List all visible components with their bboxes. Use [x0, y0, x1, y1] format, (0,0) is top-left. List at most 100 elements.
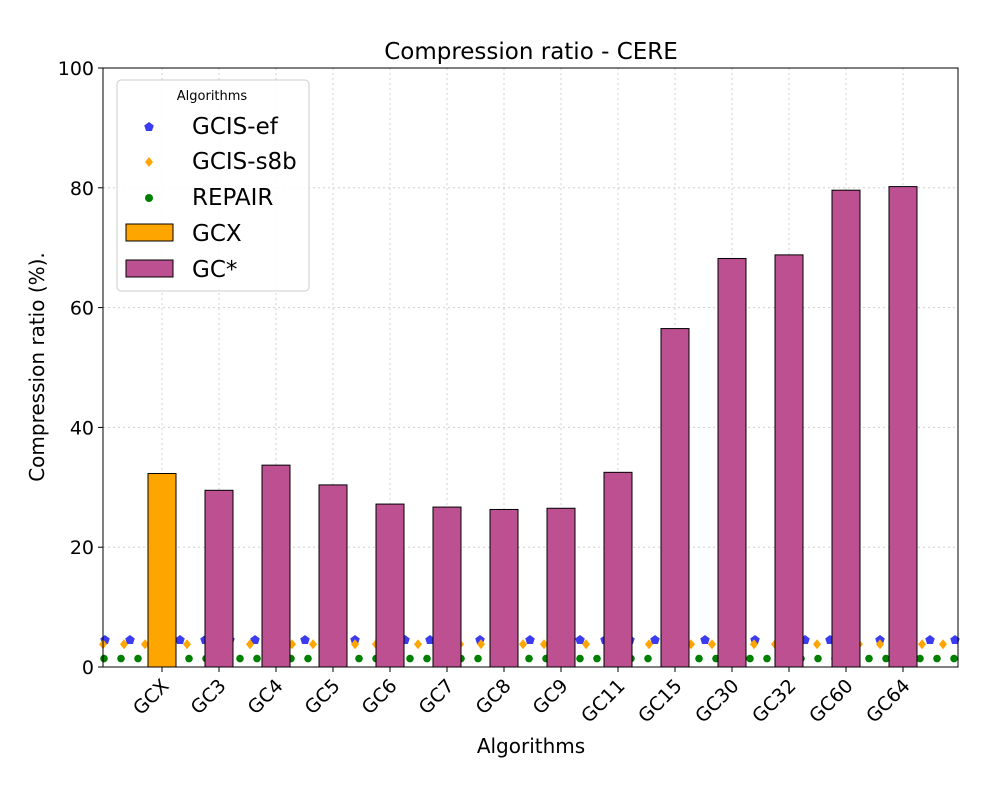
- marker-gcis-s8b: [120, 639, 128, 650]
- legend-label-gcis-ef: GCIS-ef: [192, 114, 279, 140]
- x-tick-label: GC11: [577, 675, 629, 727]
- marker-gcis-s8b: [183, 639, 191, 650]
- marker-gcis-ef: [300, 635, 310, 645]
- marker-repair: [236, 654, 244, 663]
- x-tick-label: GC32: [748, 675, 800, 727]
- y-tick-label: 80: [70, 178, 94, 200]
- legend-swatch-gc-star: [125, 259, 174, 278]
- bar-gcx: [147, 473, 177, 668]
- marker-gcis-s8b: [876, 639, 884, 650]
- y-tick-label: 60: [70, 298, 94, 320]
- marker-gcis-s8b: [918, 639, 926, 650]
- bar-gc5: [318, 484, 348, 668]
- legend-label-gcx: GCX: [192, 221, 242, 247]
- marker-gcis-ef: [925, 635, 935, 645]
- bar-gc60: [831, 189, 861, 668]
- x-tick-label: GC15: [634, 675, 686, 727]
- chart-title: Compression ratio - CERE: [384, 39, 678, 65]
- bar-gc32: [774, 254, 804, 668]
- y-axis-title: Compression ratio (%).: [25, 252, 49, 482]
- marker-gcis-s8b: [246, 639, 254, 650]
- marker-gcis-ef: [700, 635, 710, 645]
- marker-repair: [423, 654, 431, 663]
- marker-gcis-s8b: [813, 639, 821, 650]
- marker-repair: [950, 654, 958, 663]
- marker-gcis-ef: [250, 635, 260, 645]
- y-axis-ticks: 0 20 40 60 80 100: [58, 58, 103, 679]
- bar-gc8: [489, 508, 519, 668]
- legend-marker-gcis-s8b: [145, 157, 153, 167]
- marker-repair: [644, 654, 652, 663]
- marker-gcis-s8b: [351, 639, 359, 650]
- bar-gc64: [888, 186, 918, 668]
- x-tick-label: GC64: [862, 675, 914, 727]
- marker-gcis-s8b: [141, 639, 149, 650]
- x-tick-label: GC8: [472, 675, 516, 719]
- marker-gcis-ef: [950, 635, 960, 645]
- x-tick-label: GC30: [691, 675, 743, 727]
- marker-gcis-s8b: [477, 639, 485, 650]
- marker-repair: [882, 654, 890, 663]
- marker-gcis-s8b: [309, 639, 317, 650]
- bars: [147, 186, 918, 668]
- marker-gcis-s8b: [645, 639, 653, 650]
- marker-gcis-s8b: [414, 639, 422, 650]
- marker-repair: [763, 654, 771, 663]
- marker-repair: [525, 654, 533, 663]
- legend-swatch-gcx: [125, 223, 174, 242]
- marker-gcis-s8b: [519, 639, 527, 650]
- marker-gcis-ef: [425, 635, 435, 645]
- x-axis-title: Algorithms: [477, 734, 585, 758]
- marker-repair: [814, 654, 822, 663]
- legend-marker-gcis-ef: [144, 122, 154, 132]
- x-tick-label: GC4: [244, 675, 288, 719]
- legend-title: Algorithms: [177, 89, 248, 104]
- marker-gcis-s8b: [708, 639, 716, 650]
- marker-repair: [695, 654, 703, 663]
- marker-repair: [916, 654, 924, 663]
- marker-repair: [406, 654, 414, 663]
- marker-repair: [304, 654, 312, 663]
- marker-gcis-ef: [575, 635, 585, 645]
- marker-gcis-s8b: [582, 639, 590, 650]
- x-tick-label: GC9: [529, 675, 573, 719]
- marker-repair: [576, 654, 584, 663]
- plot-frame: [102, 67, 959, 668]
- marker-repair: [185, 654, 193, 663]
- marker-repair: [253, 654, 261, 663]
- marker-gcis-ef: [525, 635, 535, 645]
- marker-repair: [474, 654, 482, 663]
- marker-repair: [746, 654, 754, 663]
- marker-repair: [865, 654, 873, 663]
- legend: Algorithms GCIS-ef GCIS-s8b REPAIR GCX G…: [116, 79, 310, 292]
- marker-gcis-s8b: [939, 639, 947, 650]
- marker-gcis-ef: [125, 635, 135, 645]
- x-tick-label: GCX: [129, 675, 174, 720]
- marker-gcis-ef: [650, 635, 660, 645]
- legend-marker-repair: [145, 194, 153, 202]
- marker-gcis-s8b: [750, 639, 758, 650]
- marker-repair: [593, 654, 601, 663]
- marker-repair: [117, 654, 125, 663]
- bar-gc3: [204, 489, 234, 668]
- bar-gc15: [660, 328, 690, 668]
- legend-label-gc-star: GC*: [192, 257, 237, 283]
- x-tick-label: GC7: [415, 675, 459, 719]
- x-tick-label: GC3: [187, 675, 231, 719]
- bar-gc4: [261, 464, 291, 668]
- y-tick-label: 0: [82, 657, 94, 679]
- y-tick-label: 100: [58, 58, 94, 80]
- x-tick-label: GC60: [805, 675, 857, 727]
- marker-repair: [100, 654, 108, 663]
- marker-gcis-s8b: [540, 639, 548, 650]
- marker-gcis-ef: [175, 635, 185, 645]
- marker-repair: [355, 654, 363, 663]
- x-tick-label: GC5: [301, 675, 345, 719]
- marker-repair: [933, 654, 941, 663]
- bar-gc6: [375, 503, 405, 668]
- bar-gc9: [546, 507, 576, 668]
- x-axis-ticks: GCX GC3 GC4 GC5 GC6 GC7 GC8 GC9 GC11 GC15 GC30 GC32…: [129, 667, 915, 727]
- y-tick-label: 20: [70, 537, 94, 559]
- legend-label-repair: REPAIR: [192, 185, 273, 211]
